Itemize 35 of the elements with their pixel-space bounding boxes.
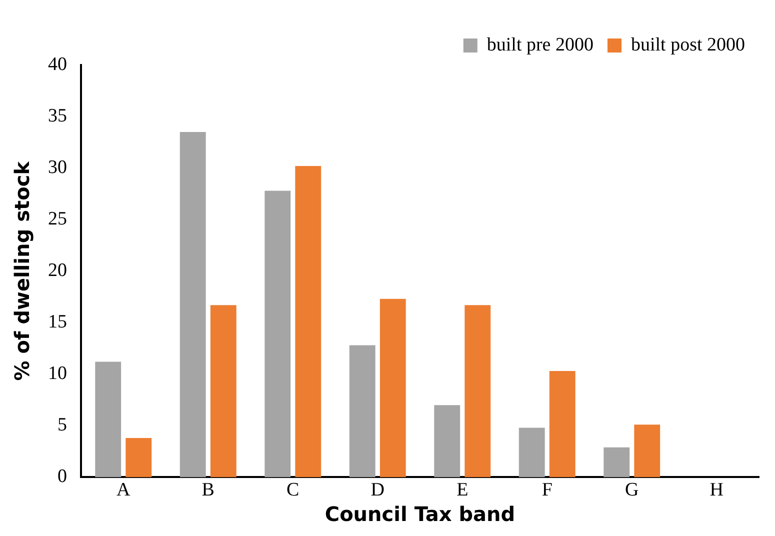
- bar: [634, 424, 660, 478]
- y-tick-label: 35: [48, 106, 67, 127]
- y-tick-label: 0: [58, 466, 67, 488]
- bar: [295, 166, 322, 478]
- bar: [210, 305, 236, 478]
- y-axis-title: % of dwelling stock: [10, 160, 34, 381]
- y-tick-label: 20: [48, 260, 67, 282]
- x-tick-label: C: [286, 480, 300, 501]
- bar: [180, 132, 206, 478]
- y-tick-label: 30: [48, 157, 67, 178]
- x-tick-label: D: [370, 480, 384, 501]
- y-tick-label: 15: [48, 312, 67, 333]
- bar: [95, 362, 122, 478]
- bar: [549, 371, 576, 478]
- legend-label: built pre 2000: [486, 34, 594, 56]
- legend-label: built post 2000: [630, 34, 746, 56]
- bar: [434, 405, 460, 478]
- y-tick-label: 40: [48, 54, 67, 75]
- x-tick-label: H: [710, 480, 724, 501]
- y-tick-label: 5: [58, 414, 67, 436]
- bar: [126, 438, 152, 478]
- x-tick-label: F: [542, 480, 552, 501]
- bar: [264, 190, 291, 478]
- bar: [380, 298, 406, 478]
- bar: [604, 447, 630, 478]
- x-tick-label: B: [202, 480, 214, 501]
- x-tick-label: G: [625, 480, 640, 501]
- bar: [349, 345, 376, 478]
- x-tick-label: E: [456, 480, 468, 501]
- x-tick-label: A: [116, 480, 131, 501]
- y-tick-label: 25: [48, 208, 67, 230]
- x-axis-title: Council Tax band: [324, 502, 516, 526]
- bar: [518, 428, 545, 478]
- y-tick-label: 10: [48, 363, 67, 384]
- bar: [464, 305, 491, 478]
